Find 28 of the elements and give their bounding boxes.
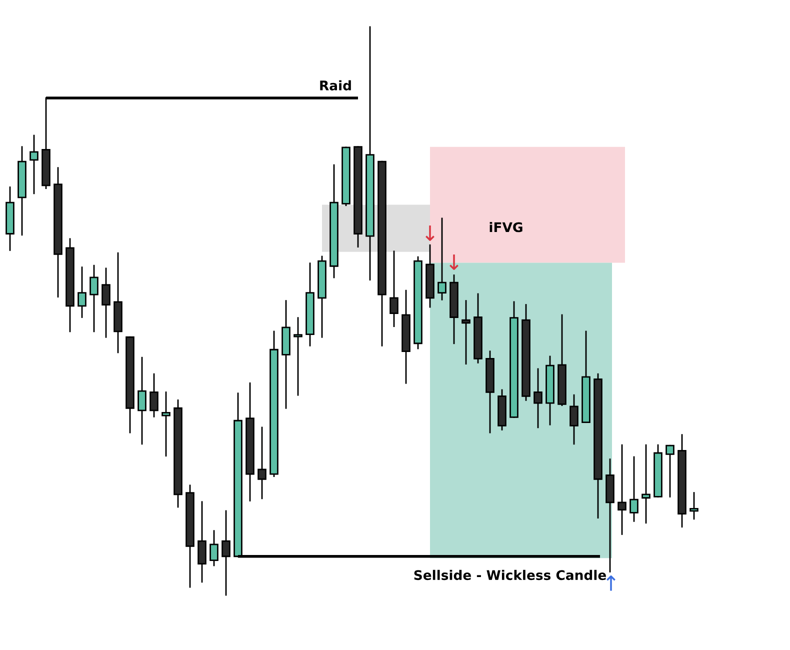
ref-line-label: Sellside - Wickless Candle <box>414 570 606 580</box>
candlestick <box>438 218 446 300</box>
candlestick <box>162 392 170 457</box>
candlestick <box>642 444 650 524</box>
candlestick <box>78 266 86 318</box>
candlestick <box>630 456 638 522</box>
candlestick <box>150 373 158 418</box>
candlestick <box>258 426 266 500</box>
candlestick <box>210 530 218 566</box>
candlestick <box>90 264 98 332</box>
band-label: iFVG <box>490 222 522 232</box>
candlestick <box>570 394 578 445</box>
candlestick <box>690 492 698 520</box>
candlestick <box>102 268 110 338</box>
candlestick <box>666 444 674 498</box>
candlestick <box>198 501 206 583</box>
candlestick <box>294 317 302 396</box>
candlestick <box>462 300 470 365</box>
candlestick <box>30 134 38 194</box>
ref-line-label: Raid <box>320 80 351 90</box>
annotation: ↓ <box>450 254 458 270</box>
annotation: ↑ <box>606 575 616 591</box>
annotation: ↓ <box>426 226 434 241</box>
candlestick <box>534 368 542 428</box>
candlestick <box>138 356 146 445</box>
candlestick <box>222 510 230 596</box>
candlestick <box>618 444 626 535</box>
candlestick <box>390 250 398 328</box>
